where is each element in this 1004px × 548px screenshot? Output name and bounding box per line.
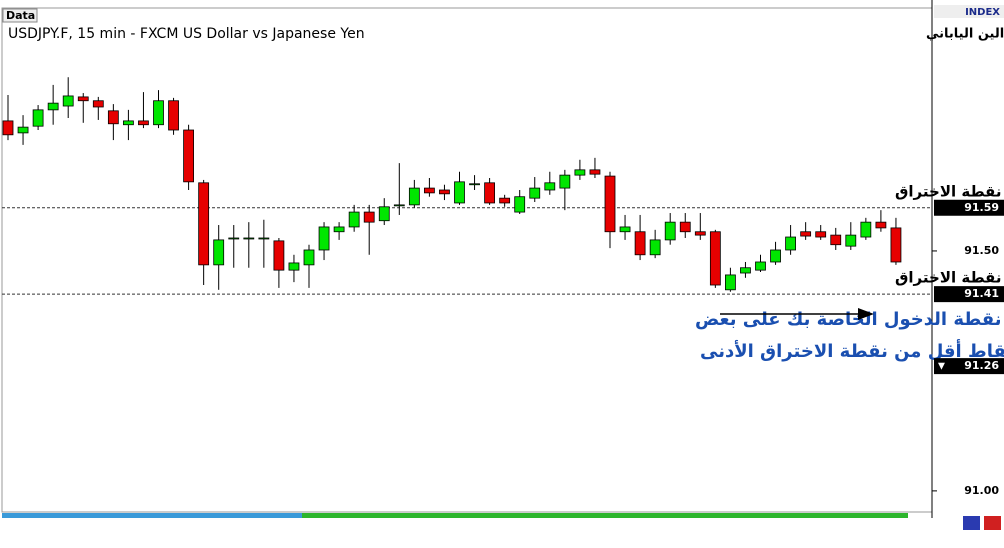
candle-body — [544, 182, 556, 191]
candle-body — [243, 237, 255, 240]
candle-body — [619, 226, 631, 233]
candle-body — [559, 174, 571, 189]
candle-body — [213, 239, 225, 266]
candle-body — [168, 100, 179, 131]
candle-body — [138, 120, 149, 126]
candle-body — [32, 109, 44, 127]
y-tick-label: 91.00 — [964, 484, 999, 497]
candle-body — [634, 231, 646, 256]
candle-body — [484, 182, 496, 204]
candle-body — [439, 189, 450, 195]
candle-body — [529, 187, 541, 199]
candle-body — [845, 234, 857, 247]
candle-body — [378, 206, 390, 222]
arrow-head — [858, 308, 874, 320]
candle-body — [589, 169, 601, 175]
candle-body — [679, 221, 691, 233]
level-label: 91.41 — [964, 287, 999, 300]
candle-body — [17, 126, 29, 134]
candle-body — [2, 120, 14, 136]
candle-body — [725, 274, 736, 291]
candle-body — [469, 183, 480, 186]
candle-body — [303, 249, 315, 266]
chart-title: USDJPY.F, 15 min - FXCM US Dollar vs Jap… — [8, 26, 365, 42]
candle-body — [47, 102, 59, 111]
candle-body — [333, 226, 345, 233]
candle-body — [604, 175, 616, 233]
level-annotation: نقطة الاختراق — [895, 182, 1002, 200]
candle-body — [740, 267, 751, 274]
candle-body — [514, 196, 526, 213]
tag: Data — [6, 9, 35, 22]
candle-body — [709, 231, 721, 286]
current-price-label: 91.26 — [964, 359, 999, 372]
candle-body — [123, 120, 134, 126]
candle-body — [770, 249, 781, 263]
candle-body — [107, 110, 119, 125]
icon-button[interactable] — [963, 516, 980, 530]
candle-body — [363, 211, 375, 223]
tag-box — [2, 8, 38, 23]
note-line: نقاط أقل من نقطة الاختراق الأدنى — [700, 339, 1004, 362]
y-tick-label: 91.50 — [964, 244, 999, 257]
candle-body — [875, 221, 887, 229]
candle-body — [153, 100, 164, 126]
candle-body — [273, 240, 285, 271]
candle-body — [77, 96, 89, 102]
candle-body — [454, 181, 465, 204]
level-box — [934, 199, 1004, 216]
candle-body — [785, 236, 796, 251]
axis-label-box — [934, 5, 1004, 18]
candle-body — [408, 187, 420, 206]
candle-body — [664, 221, 676, 241]
candle-body — [92, 100, 104, 108]
candle-body — [815, 231, 827, 238]
icon-button[interactable] — [984, 516, 1001, 530]
candle-body — [318, 226, 330, 251]
candle-body — [499, 197, 511, 204]
axis-label: INDEX — [965, 7, 1000, 18]
chart-subtitle: الدولار الأمريكي مقابل الين الياباني — [926, 25, 1004, 42]
candle-body — [423, 187, 435, 194]
candle-body — [574, 169, 586, 176]
candle-body — [62, 95, 74, 107]
scroll-bar — [2, 513, 302, 518]
candle-body — [228, 237, 240, 240]
candle-body — [198, 182, 210, 266]
level-box — [934, 286, 1004, 303]
scroll-bar — [302, 513, 908, 518]
current-price-marker: ▼ — [938, 362, 945, 372]
candle-body — [649, 239, 661, 256]
candle-body — [830, 234, 842, 246]
candle-body — [694, 231, 706, 236]
level-annotation: نقطة الاختراق — [895, 269, 1002, 287]
candle-body — [890, 227, 902, 263]
candle-body — [183, 129, 195, 183]
candle-body — [860, 221, 872, 238]
candle-body — [288, 262, 300, 271]
candle-body — [800, 231, 812, 237]
candle-body — [258, 237, 270, 240]
current-price-box — [934, 358, 1004, 375]
candle-body — [348, 211, 360, 228]
candle-body — [393, 204, 405, 207]
candle-body — [755, 261, 766, 271]
note-line: حدد نقطة الدخول الخاصة بك على بعض — [695, 309, 1004, 330]
level-label: 91.59 — [964, 201, 999, 214]
